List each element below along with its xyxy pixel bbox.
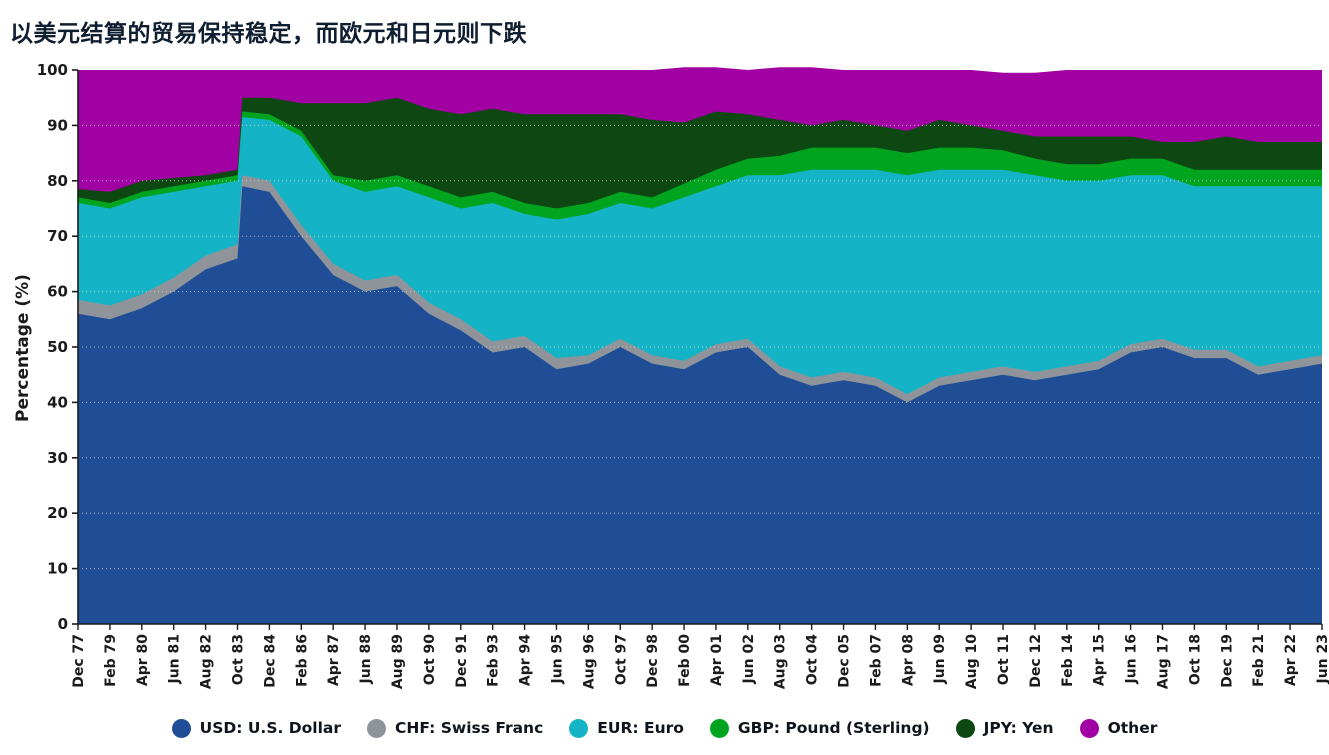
x-tick-label: Apr 87	[326, 634, 342, 686]
x-tick-label: Apr 01	[709, 634, 725, 686]
x-tick-label: Dec 05	[837, 634, 853, 688]
legend-swatch-gbp-icon	[709, 718, 729, 738]
y-tick-label: 20	[47, 504, 68, 522]
x-tick-label: Feb 00	[677, 634, 693, 687]
x-tick-label: Oct 83	[231, 634, 247, 685]
area-usd	[78, 186, 1322, 625]
x-tick-label: Apr 22	[1283, 634, 1299, 686]
x-tick-label: Apr 08	[900, 634, 916, 686]
x-tick-label: Feb 07	[868, 634, 884, 687]
x-tick-label: Apr 80	[135, 634, 151, 686]
x-tick-label: Jun 02	[741, 634, 757, 685]
legend-label-eur: EUR: Euro	[597, 719, 684, 737]
x-tick-label: Dec 19	[1219, 634, 1235, 688]
chart-title: 以美元结算的贸易保持稳定，而欧元和日元则下跌	[10, 21, 527, 47]
y-tick-label: 30	[47, 449, 68, 467]
x-tick-label: Dec 84	[262, 634, 278, 688]
legend-item-jpy: JPY: Yen	[955, 718, 1054, 738]
y-axis-ticks: 0 10 20 30 40 50 60 70 80 90 100	[37, 61, 78, 633]
legend: USD: U.S. Dollar CHF: Swiss Franc EUR: Eur…	[0, 706, 1329, 750]
x-tick-label: Dec 77	[71, 634, 87, 688]
x-tick-label: Oct 04	[805, 634, 821, 686]
x-tick-label: Dec 98	[645, 634, 661, 688]
legend-item-eur: EUR: Euro	[569, 718, 684, 738]
legend-item-other: Other	[1079, 718, 1158, 738]
x-tick-label: Dec 91	[454, 634, 470, 688]
x-tick-label: Jun 88	[358, 634, 374, 685]
x-tick-label: Aug 89	[390, 634, 406, 689]
y-tick-label: 90	[47, 116, 68, 134]
legend-swatch-other-icon	[1079, 718, 1099, 738]
x-tick-label: Feb 93	[486, 634, 502, 687]
legend-label-chf: CHF: Swiss Franc	[395, 719, 544, 737]
legend-label-other: Other	[1107, 719, 1158, 737]
y-tick-label: 70	[47, 227, 68, 245]
legend-swatch-jpy-icon	[955, 718, 975, 738]
x-tick-label: Oct 90	[422, 634, 438, 686]
y-tick-label: 50	[47, 338, 68, 356]
x-tick-label: Feb 14	[1060, 634, 1076, 687]
x-tick-label: Feb 86	[294, 634, 310, 687]
gridlines	[78, 124, 1322, 570]
x-tick-label: Dec 12	[1028, 634, 1044, 688]
x-tick-label: Aug 17	[1156, 634, 1172, 689]
x-tick-label: Apr 94	[518, 634, 534, 686]
x-tick-label: Jun 23	[1315, 634, 1329, 685]
x-tick-label: Jun 81	[167, 634, 183, 685]
x-tick-label: Feb 21	[1251, 634, 1267, 687]
legend-item-chf: CHF: Swiss Franc	[367, 718, 544, 738]
x-tick-label: Jun 95	[550, 634, 566, 685]
x-tick-label: Feb 79	[103, 634, 119, 687]
x-tick-label: Aug 96	[581, 634, 597, 689]
x-tick-label: Oct 11	[996, 634, 1012, 685]
stacked-area-chart: 0 10 20 30 40 50 60 70 80 90 100 Dec 77 Feb 79 Apr 80…	[37, 61, 1329, 689]
legend-item-usd: USD: U.S. Dollar	[171, 718, 342, 738]
legend-swatch-usd-icon	[171, 718, 191, 738]
x-tick-label: Apr 15	[1092, 634, 1108, 686]
legend-swatch-chf-icon	[367, 718, 387, 738]
y-tick-label: 0	[58, 615, 68, 633]
x-tick-label: Aug 82	[199, 634, 215, 689]
y-tick-label: 100	[37, 61, 68, 79]
area-layers	[78, 67, 1322, 625]
x-tick-label: Jun 16	[1124, 634, 1140, 685]
y-tick-label: 40	[47, 393, 68, 411]
y-tick-label: 80	[47, 172, 68, 190]
legend-swatch-eur-icon	[569, 718, 589, 738]
legend-label-usd: USD: U.S. Dollar	[199, 719, 342, 737]
x-tick-label: Oct 97	[613, 634, 629, 685]
x-tick-label: Oct 18	[1187, 634, 1203, 685]
x-tick-label: Aug 03	[773, 634, 789, 689]
y-tick-label: 10	[47, 560, 68, 578]
legend-label-jpy: JPY: Yen	[983, 719, 1054, 737]
x-axis-ticks: Dec 77 Feb 79 Apr 80 Jun 81 Aug 82 Oct 83 Dec …	[71, 624, 1329, 689]
legend-label-gbp: GBP: Pound (Sterling)	[737, 719, 930, 737]
x-tick-label: Jun 09	[932, 634, 948, 685]
legend-item-gbp: GBP: Pound (Sterling)	[709, 718, 930, 738]
y-tick-label: 60	[47, 283, 68, 301]
x-tick-label: Aug 10	[964, 634, 980, 689]
